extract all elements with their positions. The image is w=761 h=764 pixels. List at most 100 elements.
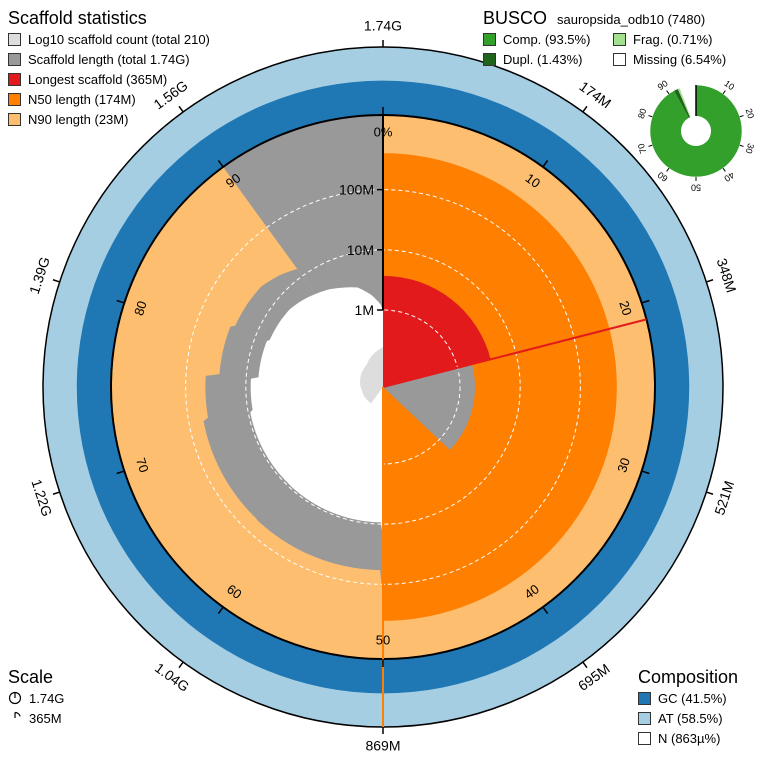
percent-tick bbox=[116, 470, 125, 475]
swatch-gc bbox=[638, 691, 651, 705]
legend-item-longest-scaffold: Longest scaffold (365M) bbox=[8, 69, 210, 89]
busco-tick bbox=[666, 90, 670, 95]
length-tick-label: 521M bbox=[711, 479, 737, 517]
composition-item-gc: GC (41.5%) bbox=[638, 688, 738, 708]
length-tick bbox=[178, 105, 184, 113]
swatch-n90 bbox=[8, 112, 21, 126]
busco-label: Frag. (0.71%) bbox=[633, 31, 713, 47]
scale-legend: Scale 1.74G 365M bbox=[8, 666, 64, 728]
scale-item-total: 1.74G bbox=[8, 688, 64, 708]
composition-title: Composition bbox=[638, 667, 739, 687]
legend-item-n90: N90 length (23M) bbox=[8, 109, 210, 129]
busco-legend-grid: Comp. (93.5%) Frag. (0.71%) Dupl. (1.43%… bbox=[483, 29, 733, 69]
inner-cutout bbox=[250, 287, 383, 539]
busco-item-complete: Comp. (93.5%) bbox=[483, 29, 613, 49]
busco-tick bbox=[648, 144, 653, 147]
busco-dataset: sauropsida_odb10 (7480) bbox=[557, 12, 706, 27]
busco-tick bbox=[722, 90, 726, 95]
scaffold-2-area bbox=[383, 364, 475, 450]
swatch-scaffold-length bbox=[8, 52, 21, 66]
busco-tick-label: 30 bbox=[744, 142, 757, 155]
busco-tick bbox=[739, 115, 744, 118]
legend-label: N50 length (174M) bbox=[28, 91, 136, 107]
busco-tick bbox=[648, 115, 653, 118]
percent-tick bbox=[542, 160, 549, 168]
percent-tick bbox=[217, 606, 224, 614]
busco-tick-label: 90 bbox=[656, 78, 670, 92]
busco-item-fragmented: Frag. (0.71%) bbox=[613, 29, 733, 49]
scaffold-statistics-legend: Scaffold statistics Log10 scaffold count… bbox=[8, 7, 210, 129]
percent-tick-label: 40 bbox=[521, 581, 542, 602]
busco-fragmented-arc bbox=[677, 88, 691, 118]
legend-title: Scaffold statistics bbox=[8, 8, 147, 28]
busco-tick-label: 10 bbox=[722, 78, 736, 92]
busco-item-duplicated: Dupl. (1.43%) bbox=[483, 49, 613, 69]
composition-label: GC (41.5%) bbox=[658, 690, 727, 706]
length-tick bbox=[52, 279, 60, 283]
busco-donut: 10 20 30 40 50 60 70 80 90 bbox=[636, 78, 756, 192]
length-tick bbox=[706, 279, 714, 283]
n50-fill bbox=[383, 153, 617, 621]
busco-legend: BUSCO sauropsida_odb10 (7480) Comp. (93.… bbox=[483, 7, 733, 69]
busco-tick-label: 40 bbox=[722, 170, 736, 184]
radial-axis: 1M 10M 100M bbox=[339, 115, 384, 318]
axis-tick-label: 100M bbox=[339, 182, 374, 198]
length-tick-label: 174M bbox=[576, 78, 614, 112]
percent-tick bbox=[217, 160, 224, 168]
swatch-complete bbox=[483, 32, 496, 46]
legend-item-scaffold-length: Scaffold length (total 1.74G) bbox=[8, 49, 210, 69]
busco-tick bbox=[722, 167, 726, 172]
percent-tick bbox=[641, 470, 650, 475]
legend-label: Log10 scaffold count (total 210) bbox=[28, 31, 210, 47]
busco-complete-arc bbox=[649, 85, 742, 177]
longest-scaffold-line bbox=[382, 318, 647, 388]
legend-label: Longest scaffold (365M) bbox=[28, 71, 168, 87]
marker-lines bbox=[382, 318, 647, 727]
percent-tick bbox=[542, 606, 549, 614]
swatch-n50 bbox=[8, 92, 21, 106]
legend-item-log10-count: Log10 scaffold count (total 210) bbox=[8, 29, 210, 49]
percent-tick-label: 70 bbox=[133, 456, 152, 474]
percent-tick-label: 10 bbox=[523, 170, 544, 191]
busco-tick-label: 20 bbox=[744, 107, 757, 120]
busco-label: Dupl. (1.43%) bbox=[503, 51, 583, 67]
composition-label: AT (58.5%) bbox=[658, 710, 723, 726]
percent-tick-label: 90 bbox=[223, 170, 244, 191]
percent-tick-label: 50 bbox=[376, 632, 390, 647]
scale-item-longest: 365M bbox=[8, 708, 64, 728]
swatch-longest-scaffold bbox=[8, 72, 21, 86]
busco-label: Missing (6.54%) bbox=[633, 51, 727, 67]
busco-header: BUSCO sauropsida_odb10 (7480) bbox=[483, 7, 733, 29]
busco-tick-label: 80 bbox=[636, 107, 649, 120]
log10-count-area bbox=[360, 347, 383, 404]
length-tick bbox=[52, 491, 60, 495]
length-tick bbox=[178, 661, 184, 669]
busco-tick-label: 70 bbox=[636, 142, 649, 155]
swatch-at bbox=[638, 711, 651, 725]
scale-title: Scale bbox=[8, 667, 54, 687]
swatch-n bbox=[638, 731, 651, 745]
composition-label: N (863µ%) bbox=[658, 730, 721, 746]
scale-partial-arc-icon bbox=[14, 711, 21, 718]
busco-duplicated-arc bbox=[674, 88, 691, 118]
busco-tick-label: 50 bbox=[691, 183, 701, 193]
percent-tick bbox=[641, 299, 650, 304]
busco-label: Comp. (93.5%) bbox=[503, 31, 591, 47]
scale-label: 365M bbox=[29, 710, 62, 726]
length-tick-label: 348M bbox=[714, 256, 740, 294]
length-tick-label: 869M bbox=[365, 738, 400, 754]
length-tick bbox=[582, 105, 588, 113]
busco-tick bbox=[666, 167, 670, 172]
busco-missing-arc bbox=[679, 85, 696, 117]
busco-item-missing: Missing (6.54%) bbox=[613, 49, 733, 69]
swatch-log10-count bbox=[8, 32, 21, 46]
percent-tick-label: 20 bbox=[616, 299, 635, 317]
length-tick bbox=[582, 661, 588, 669]
composition-legend: Composition GC (41.5%) AT (58.5%) N (863… bbox=[638, 666, 738, 748]
length-tick-label: 695M bbox=[575, 660, 613, 694]
axis-tick-label: 1M bbox=[355, 302, 374, 318]
scale-full-circle-icon bbox=[8, 691, 22, 705]
busco-tick-label: 60 bbox=[656, 170, 670, 184]
swatch-fragmented bbox=[613, 32, 626, 46]
